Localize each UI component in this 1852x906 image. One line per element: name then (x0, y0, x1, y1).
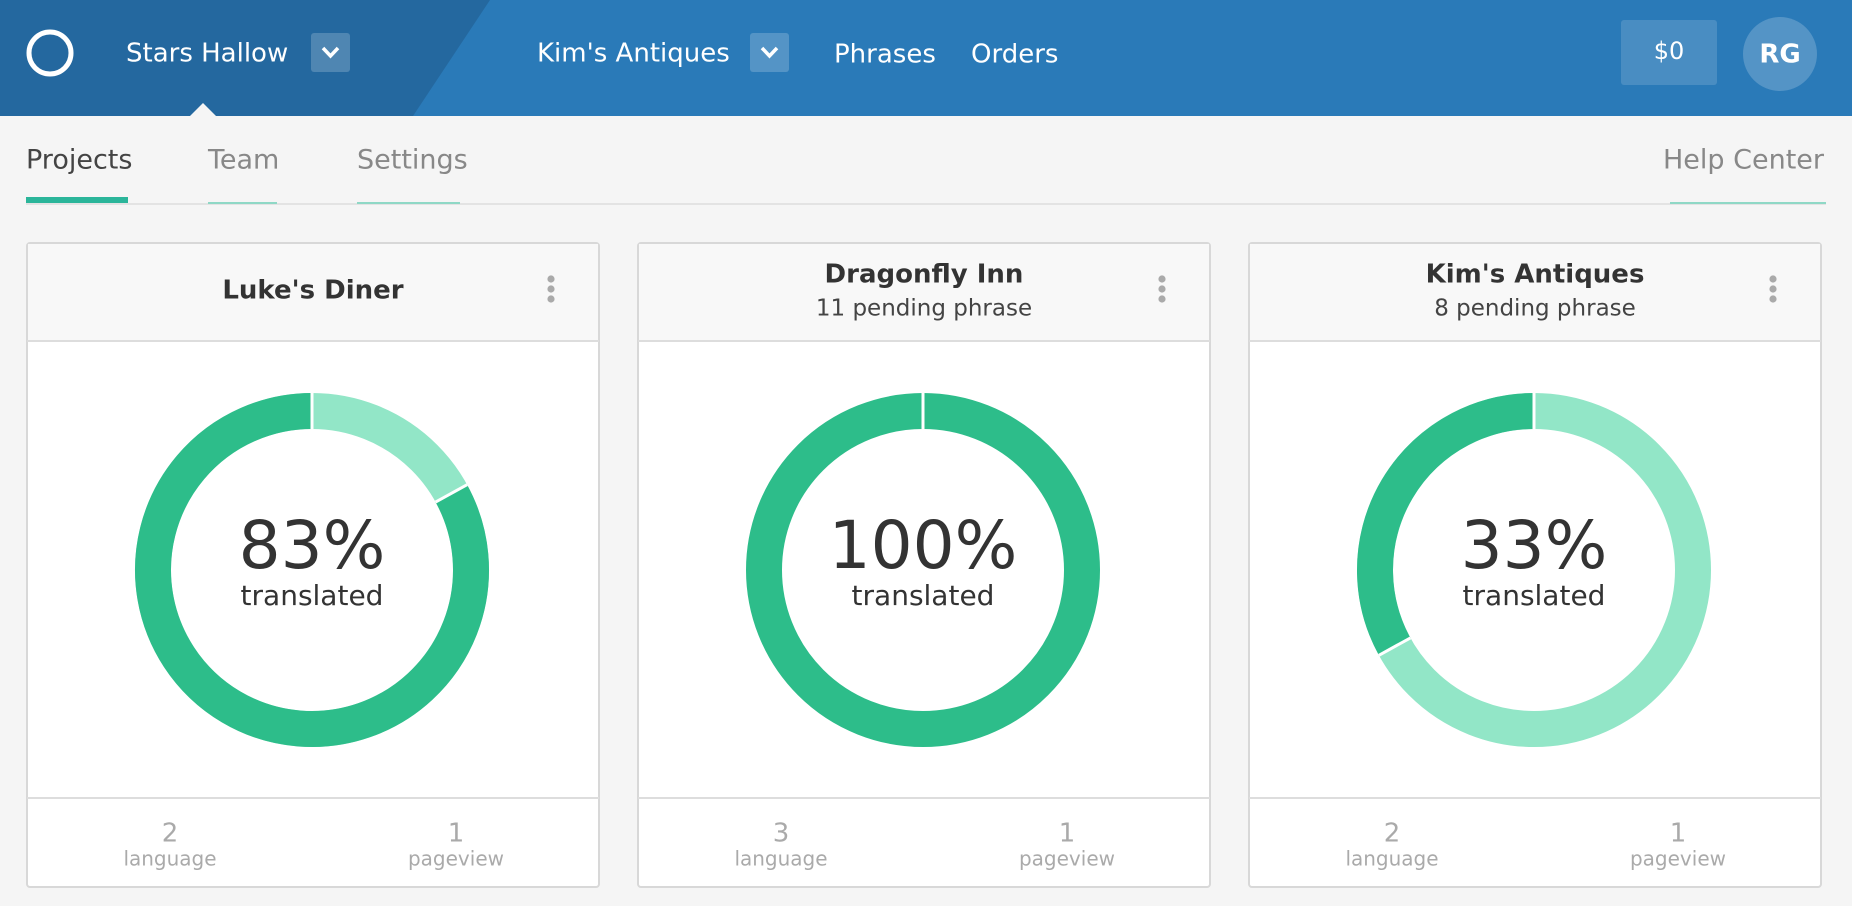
avatar[interactable] (1743, 17, 1817, 91)
balance: $0 (1654, 37, 1685, 65)
chevron (760, 46, 779, 59)
language-count: 2 (162, 819, 179, 849)
pending-phrases: 11 pending phrase (816, 296, 1032, 322)
caret (190, 103, 216, 116)
workspace-area (0, 0, 490, 116)
project-card[interactable] (637, 242, 1211, 888)
pageview-label: pageview (1630, 847, 1726, 871)
donut-translated (135, 393, 489, 747)
menu-dot (1769, 285, 1777, 293)
project-name: Dragonfly Inn (825, 260, 1024, 290)
project-card[interactable] (26, 242, 600, 888)
menu-dot (1158, 275, 1166, 283)
language-label: language (123, 847, 216, 871)
tab-underline (208, 202, 277, 204)
pageview-count: 1 (1059, 819, 1076, 849)
tab-indicator (26, 197, 128, 203)
card-header (1250, 244, 1820, 341)
pageview-label: pageview (408, 847, 504, 871)
menu-dot (1158, 285, 1166, 293)
project-name: Luke's Diner (222, 276, 403, 306)
tab[interactable]: Team (207, 145, 279, 176)
pageview-count: 1 (1670, 819, 1687, 849)
tab[interactable]: Settings (357, 145, 468, 176)
menu-dot (547, 275, 555, 283)
project-dropdown[interactable] (750, 33, 789, 72)
help-link[interactable]: Help Center (1663, 145, 1825, 176)
pageview-count: 1 (448, 819, 465, 849)
percent-caption: translated (1463, 579, 1606, 612)
menu-dot (547, 295, 555, 303)
project-name[interactable]: Kim's Antiques (537, 39, 730, 69)
workspace-dropdown[interactable] (311, 33, 350, 72)
workspace-name[interactable]: Stars Hallow (126, 39, 288, 69)
language-count: 3 (773, 819, 790, 849)
donut-gap (1378, 636, 1412, 657)
percent-translated: 100% (829, 507, 1018, 584)
avatar-initials: RG (1759, 40, 1800, 70)
logo[interactable] (26, 29, 74, 77)
tab-underline (1670, 202, 1826, 204)
balance-button[interactable] (1621, 20, 1717, 85)
menu-dot (1158, 295, 1166, 303)
menu-dot (1769, 295, 1777, 303)
donut-translated (1357, 393, 1535, 656)
tab-underline (357, 202, 460, 204)
tab-active[interactable]: Projects (26, 145, 132, 176)
card-header (639, 244, 1209, 341)
language-label: language (1345, 847, 1438, 871)
menu-dot (547, 285, 555, 293)
percent-translated: 33% (1461, 507, 1608, 584)
pending-phrases: 8 pending phrase (1434, 296, 1636, 322)
donut-gap (434, 483, 468, 504)
language-count: 2 (1384, 819, 1401, 849)
nav-link[interactable]: Orders (971, 40, 1058, 70)
percent-caption: translated (852, 579, 995, 612)
card-header (28, 244, 598, 341)
percent-caption: translated (241, 579, 384, 612)
language-label: language (734, 847, 827, 871)
percent-translated: 83% (239, 507, 386, 584)
pageview-label: pageview (1019, 847, 1115, 871)
nav-link[interactable]: Phrases (834, 40, 936, 70)
menu-dot (1769, 275, 1777, 283)
project-name: Kim's Antiques (1426, 260, 1645, 290)
project-card[interactable] (1248, 242, 1822, 888)
chevron (321, 46, 340, 59)
